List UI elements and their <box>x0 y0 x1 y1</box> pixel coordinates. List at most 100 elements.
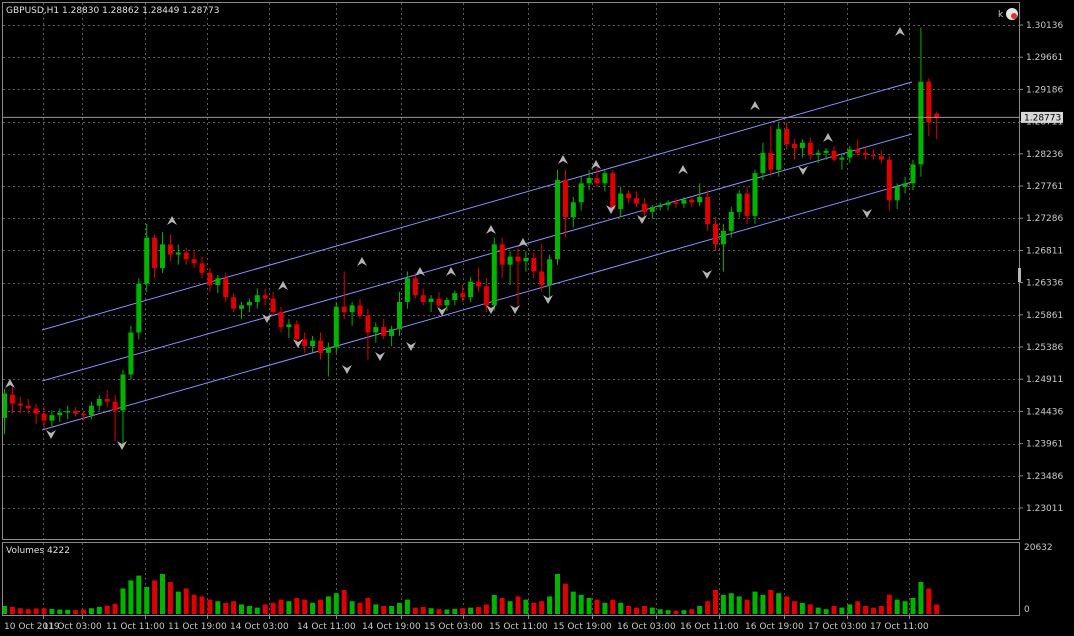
candle-body <box>452 293 458 300</box>
price-tick-label: 1.23011 <box>1026 504 1063 514</box>
candle-body <box>918 81 924 165</box>
volume-bar <box>618 602 624 614</box>
volume-bar <box>128 580 134 614</box>
candle-body <box>863 152 869 155</box>
volume-bar <box>926 588 932 614</box>
time-tick-label: 14 Oct 11:00 <box>297 622 356 632</box>
volume-bar <box>799 602 805 614</box>
volume-bar <box>81 609 86 614</box>
volume-bar <box>49 608 55 614</box>
volumes-layer <box>2 574 940 614</box>
candle-body <box>373 327 379 333</box>
price-tick-label: 1.30136 <box>1026 21 1063 31</box>
volume-bar <box>555 574 560 614</box>
candle-body <box>128 332 134 375</box>
volume-bar <box>152 580 158 614</box>
volume-bar <box>9 606 15 614</box>
scroll-handle[interactable] <box>1018 268 1021 282</box>
candle-body <box>404 278 410 302</box>
volume-bar <box>278 599 284 614</box>
candle-body <box>420 295 426 302</box>
candle-body <box>657 205 663 208</box>
candle-body <box>199 263 205 273</box>
chart-grid <box>3 3 1019 615</box>
candle-body <box>25 405 31 409</box>
fractal-up-icon <box>486 225 496 234</box>
candle-body <box>618 193 624 210</box>
volume-bar <box>333 593 339 614</box>
candle-body <box>934 113 940 118</box>
candle-body <box>468 281 474 298</box>
candle-body <box>697 196 703 203</box>
candle-body <box>349 305 355 313</box>
volume-bar <box>871 607 876 614</box>
volume-bar <box>531 602 537 614</box>
fractal-down-icon <box>46 430 56 439</box>
candle-body <box>823 150 829 153</box>
candle-body <box>444 299 450 306</box>
candle-body <box>120 374 126 411</box>
price-tick-label: 1.23961 <box>1026 440 1063 450</box>
candle-body <box>910 164 916 184</box>
candle-body <box>231 297 237 309</box>
volume-bar <box>136 575 142 614</box>
auto-trading-icon[interactable]: k <box>998 8 1018 20</box>
volume-bar <box>341 590 347 614</box>
fractal-up-icon <box>357 257 367 266</box>
candle-body <box>578 183 584 203</box>
time-tick-label: 11 Oct 03:00 <box>43 622 102 632</box>
volume-bar <box>634 607 639 614</box>
chart-header: GBPUSD,H1 1.28830 1.28862 1.28449 1.2877… <box>6 6 219 16</box>
fractal-down-icon <box>637 215 647 224</box>
volume-pane-frame <box>2 542 1020 616</box>
volume-bar <box>578 594 584 614</box>
candle-body <box>483 286 489 306</box>
volume-bar <box>349 601 355 614</box>
candle-body <box>705 196 711 225</box>
fractal-down-icon <box>486 305 496 314</box>
volume-bar <box>436 609 442 614</box>
volume-bar <box>452 608 458 614</box>
volume-bar <box>570 591 576 614</box>
volume-bar <box>112 603 118 614</box>
candle-body <box>665 202 671 206</box>
volume-bar <box>476 606 481 614</box>
candle-body <box>397 301 402 330</box>
candle-body <box>926 81 932 123</box>
volume-bar <box>886 594 892 614</box>
candle-body <box>460 293 466 298</box>
volume-bar <box>792 601 797 614</box>
candle-body <box>96 398 102 406</box>
channel-line <box>41 181 913 431</box>
volume-bar <box>752 591 758 614</box>
volume-bar <box>57 609 63 614</box>
candle-body <box>389 329 395 336</box>
volume-bar <box>539 601 545 614</box>
candle-body <box>649 207 655 212</box>
time-tick-label: 14 Oct 19:00 <box>362 622 421 632</box>
volume-bar <box>855 601 861 614</box>
candle-body <box>752 173 758 216</box>
volume-bar <box>523 599 529 614</box>
price-tick-label: 1.24436 <box>1026 407 1063 417</box>
price-tick-label: 1.25386 <box>1026 343 1063 353</box>
candle-body <box>839 157 845 160</box>
time-tick-label: 17 Oct 11:00 <box>870 622 929 632</box>
volume-bar <box>239 604 244 614</box>
volume-bar <box>934 604 940 614</box>
fractal-down-icon <box>117 441 127 450</box>
time-tick-label: 15 Oct 03:00 <box>424 622 483 632</box>
candle-body <box>49 415 55 421</box>
candle-body <box>215 278 221 286</box>
price-tick-label: 1.26811 <box>1026 246 1063 256</box>
price-tick-label: 1.24911 <box>1026 375 1063 385</box>
candle-body <box>815 152 821 155</box>
price-tick-label: 1.25861 <box>1026 311 1063 321</box>
volume-bar <box>254 607 260 614</box>
volume-bar <box>104 605 110 614</box>
volume-bar <box>491 594 497 614</box>
candle-body <box>626 193 632 199</box>
fractal-up-icon <box>167 216 177 225</box>
